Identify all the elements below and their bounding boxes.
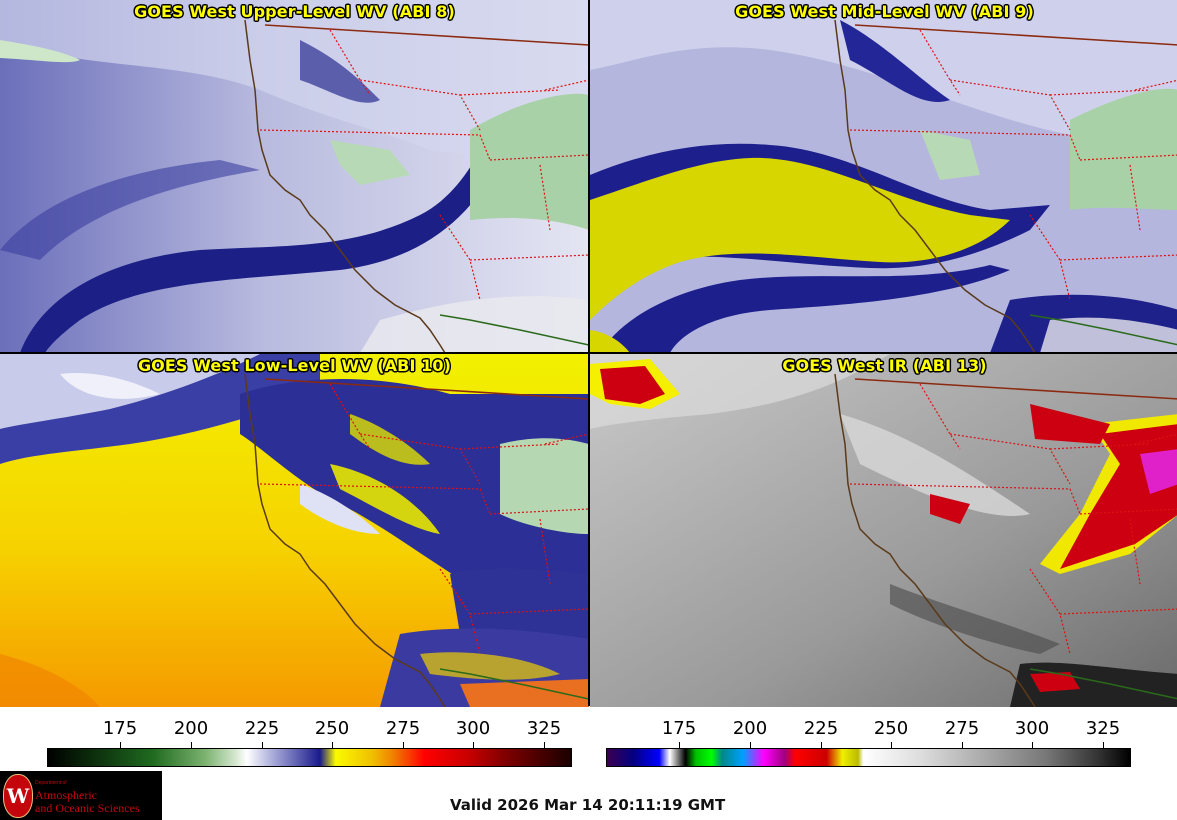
panel-title: GOES West Low-Level WV (ABI 10)	[137, 356, 452, 375]
panel-title: GOES West Mid-Level WV (ABI 9)	[735, 2, 1034, 21]
colorbar-tick-label: 225	[803, 718, 839, 739]
colorbar-tick	[120, 742, 121, 748]
colorbar-tick-label: 225	[244, 718, 280, 739]
colorbar-tick	[679, 742, 680, 748]
colorbar-tick	[332, 742, 333, 748]
wv-colorbar	[47, 748, 572, 767]
panel-ir: GOES West IR (ABI 13)	[590, 354, 1177, 707]
colorbar-tick	[821, 742, 822, 748]
colorbar-tick-label: 325	[526, 718, 562, 739]
logo-name-line2: and Oceanic Sciences	[35, 801, 140, 815]
colorbar-tick-label: 275	[385, 718, 421, 739]
low-level-wv-image	[0, 354, 589, 707]
logo-name-line1: Atmospheric	[35, 788, 97, 802]
colorbar-tick-label: 200	[732, 718, 768, 739]
colorbar-tick	[544, 742, 545, 748]
panel-title: GOES West IR (ABI 13)	[782, 356, 987, 375]
ir-colorbar	[606, 748, 1131, 767]
colorbar-tick-label: 250	[873, 718, 909, 739]
mid-level-wv-image	[590, 0, 1177, 353]
aos-logo: W Department of Atmospheric and Oceanic …	[0, 771, 162, 820]
panel-upper-level-wv: GOES West Upper-Level WV (ABI 8)	[0, 0, 589, 353]
colorbar-tick	[403, 742, 404, 748]
colorbar-tick	[262, 742, 263, 748]
panel-title: GOES West Upper-Level WV (ABI 8)	[134, 2, 455, 21]
uw-seal: W	[3, 774, 33, 818]
colorbar-tick	[750, 742, 751, 748]
colorbar-tick-label: 250	[314, 718, 350, 739]
panel-divider-horizontal	[0, 352, 1177, 354]
panel-mid-level-wv: GOES West Mid-Level WV (ABI 9)	[590, 0, 1177, 353]
colorbar-tick-label: 275	[944, 718, 980, 739]
upper-level-wv-image	[0, 0, 589, 353]
colorbar-tick-label: 325	[1085, 718, 1121, 739]
colorbar-tick-label: 175	[661, 718, 697, 739]
colorbar-tick	[1103, 742, 1104, 748]
ir-image	[590, 354, 1177, 707]
colorbar-tick	[962, 742, 963, 748]
colorbar-tick	[473, 742, 474, 748]
colorbar-tick-label: 175	[102, 718, 138, 739]
panel-low-level-wv: GOES West Low-Level WV (ABI 10)	[0, 354, 589, 707]
valid-time: Valid 2026 Mar 14 20:11:19 GMT	[450, 796, 726, 814]
colorbar-tick	[891, 742, 892, 748]
logo-dept-text: Department of	[35, 780, 67, 786]
colorbar-tick	[191, 742, 192, 748]
colorbar-tick-label: 200	[173, 718, 209, 739]
colorbar-tick	[1032, 742, 1033, 748]
colorbar-tick-label: 300	[455, 718, 491, 739]
colorbar-tick-label: 300	[1014, 718, 1050, 739]
